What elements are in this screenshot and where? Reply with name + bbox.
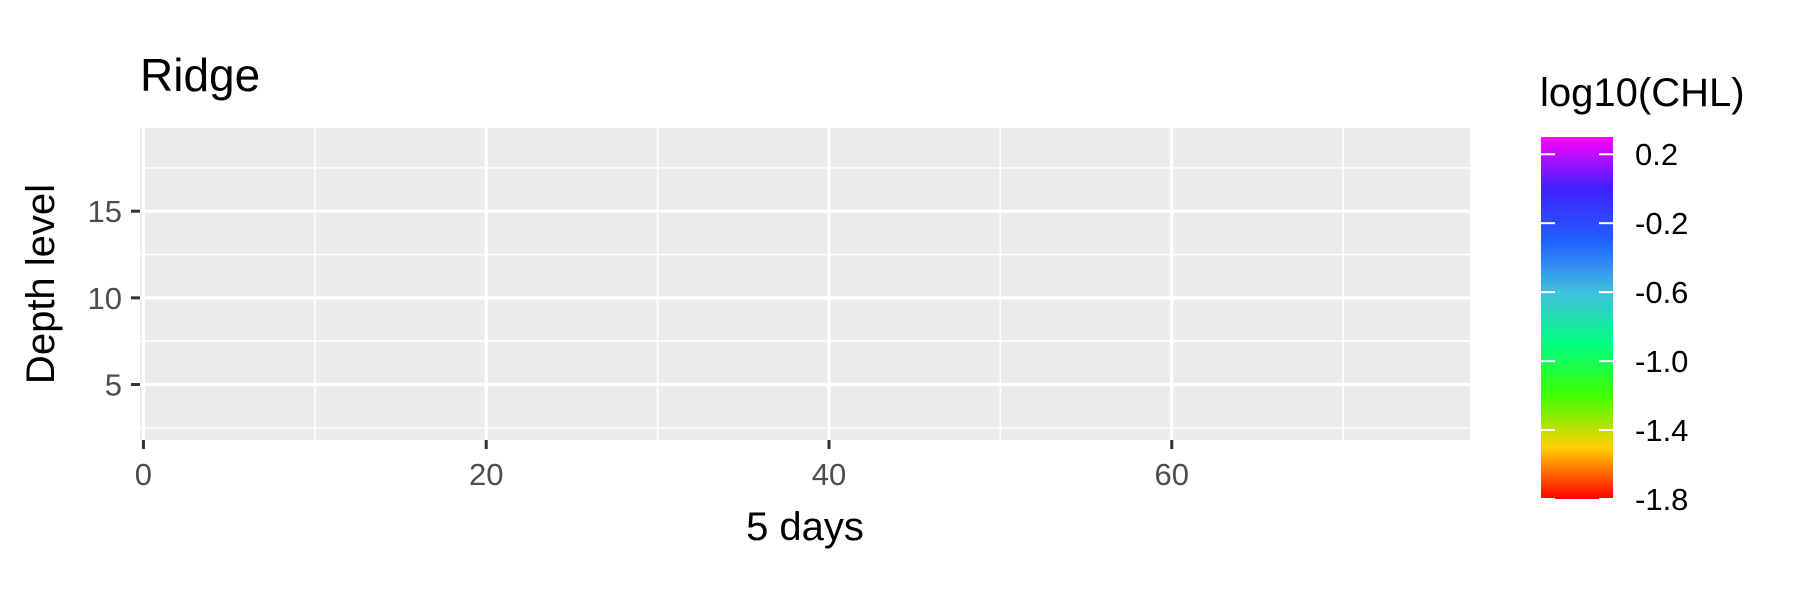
legend-label: -0.2 [1635, 206, 1688, 241]
legend-label: -0.6 [1635, 275, 1688, 310]
y-tick-label: 10 [88, 281, 122, 316]
y-tick-label: 15 [88, 194, 122, 229]
legend-title: log10(CHL) [1540, 71, 1745, 115]
legend-label: -1.0 [1635, 344, 1688, 379]
axes: 0 20 40 60 5 10 15 [88, 194, 1190, 492]
plot-panel [140, 128, 1470, 440]
x-tick-label: 60 [1155, 457, 1189, 492]
x-axis-title: 5 days [746, 505, 864, 549]
y-tick-label: 5 [105, 368, 122, 403]
chart-title: Ridge [140, 49, 260, 101]
x-tick-label: 20 [469, 457, 503, 492]
legend-label: 0.2 [1635, 137, 1678, 172]
grid-lines [140, 128, 1470, 440]
legend-label: -1.4 [1635, 413, 1688, 448]
legend-label: -1.8 [1635, 482, 1688, 517]
legend-colorbar [1541, 137, 1613, 499]
legend: 0.2 -0.2 -0.6 -1.0 -1.4 -1.8 [1541, 137, 1688, 517]
x-tick-label: 0 [135, 457, 152, 492]
x-tick-label: 40 [812, 457, 846, 492]
y-axis-title: Depth level [19, 184, 63, 384]
